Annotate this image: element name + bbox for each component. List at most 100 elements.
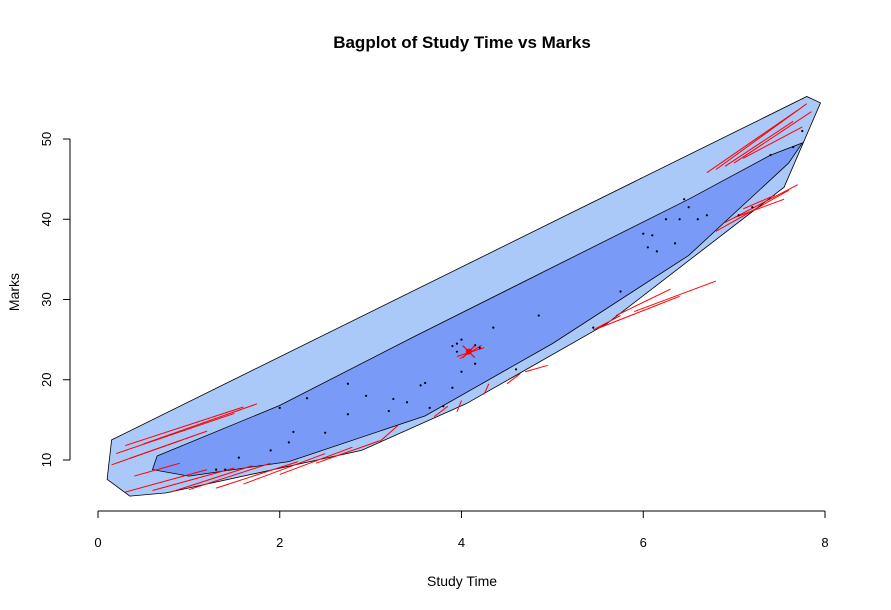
x-tick-label: 6	[640, 535, 647, 550]
data-point	[705, 214, 708, 217]
y-tick-label: 50	[39, 132, 54, 146]
data-point	[215, 468, 218, 471]
whisker-line	[152, 467, 235, 491]
whisker-line	[593, 315, 621, 331]
center-cross	[462, 345, 476, 359]
x-tick-label: 0	[94, 535, 101, 550]
data-point	[451, 344, 454, 348]
whisker-line	[125, 469, 208, 493]
data-point	[451, 386, 454, 389]
center-marker	[462, 345, 476, 359]
x-axis: 0 2 4 6 8	[94, 510, 829, 550]
whisker-line	[483, 383, 490, 395]
data-point	[305, 397, 309, 400]
whisker-line	[315, 440, 380, 464]
whisker-line	[188, 462, 271, 491]
whisker-line	[506, 372, 521, 385]
chart-title: Bagplot of Study Time vs Marks	[333, 33, 591, 52]
data-point	[664, 218, 668, 221]
data-point	[419, 384, 422, 387]
y-tick-label: 40	[39, 212, 54, 226]
data-point	[428, 406, 431, 409]
data-point	[646, 246, 649, 249]
whisker-line	[743, 194, 776, 210]
y-axis-label: Marks	[6, 273, 22, 311]
x-tick-label: 2	[276, 535, 283, 550]
x-ticks: 0 2 4 6 8	[94, 511, 829, 550]
plot-area	[106, 96, 822, 497]
data-point	[346, 413, 350, 416]
data-point	[801, 129, 804, 133]
data-point	[651, 234, 654, 237]
data-point	[696, 218, 699, 221]
whisker-line	[524, 364, 548, 373]
data-point	[460, 338, 463, 341]
data-point	[792, 145, 795, 149]
data-point	[737, 214, 740, 217]
whisker-line	[456, 400, 462, 413]
data-point	[387, 409, 390, 413]
data-point	[442, 405, 445, 408]
data-point	[673, 242, 677, 245]
whisker-line	[134, 462, 180, 477]
data-point	[278, 406, 281, 409]
data-point	[642, 232, 645, 235]
data-points	[215, 129, 804, 471]
whisker-line	[116, 412, 235, 455]
data-point	[619, 290, 622, 293]
y-tick-label: 20	[39, 373, 54, 387]
data-point	[346, 382, 350, 385]
whisker-line	[733, 111, 812, 164]
whisker-line	[170, 465, 253, 493]
whisker-line	[597, 295, 680, 329]
whisker-line	[125, 406, 244, 447]
whisker-lines	[111, 103, 812, 493]
whisker-line	[633, 280, 717, 313]
data-point	[492, 326, 495, 329]
x-tick-label: 8	[821, 535, 828, 550]
whisker-line	[706, 109, 799, 174]
whisker-line	[724, 120, 794, 167]
data-point	[683, 198, 686, 201]
whisker-line	[111, 440, 180, 466]
whisker-line	[715, 103, 808, 170]
whisker-line	[433, 405, 449, 418]
x-tick-label: 4	[458, 535, 465, 550]
data-point	[292, 430, 295, 434]
whisker-line	[279, 446, 353, 475]
data-point	[392, 397, 395, 401]
data-point	[687, 206, 690, 209]
data-point	[455, 342, 459, 345]
data-point	[655, 250, 658, 253]
y-tick-label: 30	[39, 292, 54, 306]
whisker-line	[379, 425, 399, 442]
whisker-line	[733, 198, 785, 219]
data-point	[592, 326, 595, 329]
data-point	[287, 441, 290, 444]
data-point	[424, 381, 427, 385]
data-point	[364, 394, 368, 397]
data-point	[478, 346, 481, 349]
data-point	[405, 401, 409, 404]
loop-polygon	[106, 96, 822, 497]
data-point	[678, 218, 681, 221]
whisker-line	[215, 461, 299, 489]
whisker-line	[243, 453, 326, 485]
x-axis-label: Study Time	[427, 573, 497, 589]
data-point	[237, 456, 240, 459]
data-point	[269, 449, 272, 452]
data-point	[769, 153, 772, 157]
whisker-line	[615, 288, 671, 316]
data-point	[460, 370, 463, 373]
data-point	[455, 350, 459, 353]
y-axis: 10 20 30 40 50	[39, 132, 71, 467]
data-point	[751, 206, 754, 209]
whisker-line	[143, 403, 258, 445]
data-point	[537, 314, 540, 317]
data-point	[474, 362, 477, 365]
bag-polygon	[151, 142, 804, 477]
data-point	[324, 431, 327, 434]
whisker-line	[742, 126, 803, 159]
data-point	[224, 468, 227, 471]
